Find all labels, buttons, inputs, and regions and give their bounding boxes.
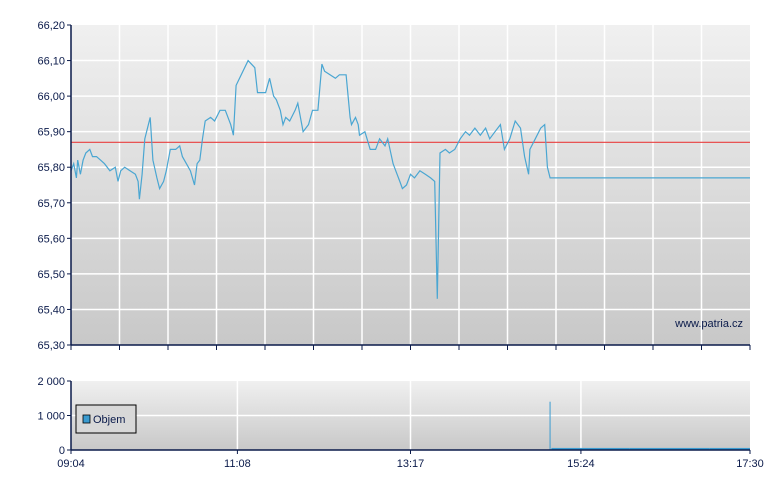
y-tick-label: 65,40 [37, 304, 65, 316]
volume-panel: 09:04 11:08 13:17 15:24 17:30 0 1 000 2 000 Obje… [37, 376, 763, 470]
volume-bar [669, 447, 710, 450]
watermark: www.patria.cz [674, 318, 743, 330]
y-tick-label: 65,30 [37, 340, 65, 352]
volume-bar [588, 447, 630, 450]
x-tick-label: 17:30 [736, 458, 764, 470]
volume-bar [629, 447, 670, 450]
price-panel: 66,20 66,10 66,00 65,90 65,80 65,70 65,60 65,50… [37, 20, 751, 352]
y-tick-label: 66,10 [37, 56, 65, 68]
y-tick-label: 0 [59, 445, 65, 457]
legend: Objem [75, 404, 137, 434]
y-tick-label: 2 000 [37, 376, 65, 388]
x-tick-label: 11:08 [224, 458, 251, 470]
y-tick-label: 66,20 [37, 20, 65, 32]
x-tick-label: 13:17 [397, 458, 425, 470]
y-tick-label: 65,80 [37, 162, 65, 174]
y-tick-label: 65,90 [37, 127, 65, 139]
y-tick-label: 65,70 [37, 198, 65, 210]
x-tick-label: 09:04 [57, 458, 85, 470]
y-tick-label: 65,60 [37, 233, 65, 245]
volume-bar [709, 447, 750, 450]
legend-label: Objem [93, 414, 125, 426]
volume-bar [551, 447, 589, 450]
legend-swatch [82, 414, 91, 424]
y-tick-label: 66,00 [37, 91, 65, 103]
x-tick-label: 15:24 [567, 458, 595, 470]
y-tick-label: 1 000 [37, 411, 65, 423]
y-tick-label: 65,50 [37, 269, 65, 281]
price-line [70, 59, 750, 299]
